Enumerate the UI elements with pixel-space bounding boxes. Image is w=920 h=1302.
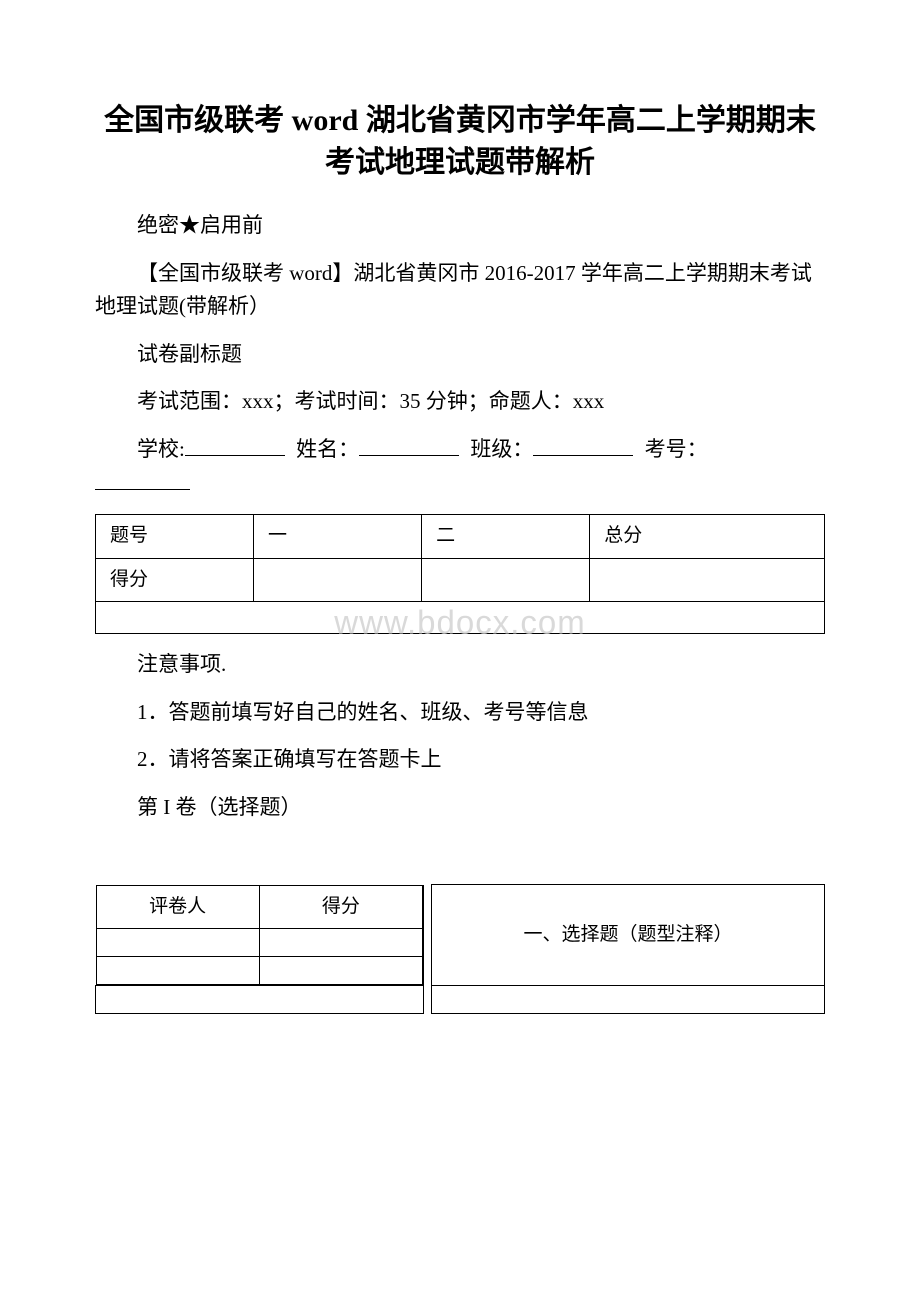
- cell-empty: [96, 957, 259, 985]
- cell-score-label: 得分: [96, 558, 254, 601]
- cell-section-1: 一: [254, 515, 422, 558]
- table-row: www.bdocx.com: [96, 601, 825, 633]
- score-table: 题号 一 二 总分 得分 www.bdocx.com: [95, 514, 825, 634]
- class-blank: [533, 455, 633, 456]
- table-row: 评卷人 得分: [96, 885, 423, 928]
- class-label: 班级：: [470, 437, 533, 461]
- table-row: [96, 929, 423, 957]
- section-left-cell: 评卷人 得分: [96, 885, 424, 986]
- page-title: 全国市级联考 word 湖北省黄冈市学年高二上学期期末考试地理试题带解析: [95, 100, 825, 184]
- cell-empty: [259, 929, 422, 957]
- reviewer-table: 评卷人 得分: [96, 885, 424, 985]
- cell-empty: [432, 986, 825, 1014]
- cell-empty: [254, 558, 422, 601]
- cell-empty: [422, 558, 590, 601]
- notice-item-1: 1．答题前填写好自己的姓名、班级、考号等信息: [95, 696, 825, 730]
- exam-id-blank: [95, 489, 190, 490]
- section-header-table: 评卷人 得分 一、选择题（题型注释）: [95, 884, 825, 1014]
- cell-question-number: 题号: [96, 515, 254, 558]
- cell-empty: [590, 558, 825, 601]
- cell-watermark: www.bdocx.com: [96, 601, 825, 633]
- notice-title: 注意事项.: [95, 648, 825, 682]
- exam-info: 考试范围：xxx；考试时间：35 分钟；命题人：xxx: [95, 385, 825, 419]
- cell-total: 总分: [590, 515, 825, 558]
- cell-empty: [96, 986, 424, 1014]
- table-row: 评卷人 得分 一、选择题（题型注释）: [96, 885, 825, 986]
- section-1-label: 第 I 卷（选择题）: [95, 791, 825, 825]
- table-row: [96, 986, 825, 1014]
- table-row: [96, 957, 423, 985]
- name-label: 姓名：: [296, 437, 359, 461]
- confidential-text: 绝密★启用前: [95, 209, 825, 243]
- cell-section-2: 二: [422, 515, 590, 558]
- student-form: 学校: 姓名： 班级： 考号：: [95, 433, 825, 500]
- cell-empty: [259, 957, 422, 985]
- watermark-text: www.bdocx.com: [334, 597, 585, 650]
- exam-id-label: 考号：: [645, 437, 708, 461]
- cell-empty: [96, 929, 259, 957]
- name-blank: [359, 455, 459, 456]
- school-blank: [185, 455, 285, 456]
- exam-description: 【全国市级联考 word】湖北省黄冈市 2016-2017 学年高二上学期期末考…: [95, 257, 825, 324]
- score-label: 得分: [259, 885, 422, 928]
- school-label: 学校:: [137, 437, 185, 461]
- gap-cell: [424, 885, 432, 986]
- section-title-cell: 一、选择题（题型注释）: [432, 885, 825, 986]
- gap-cell: [424, 986, 432, 1014]
- reviewer-label: 评卷人: [96, 885, 259, 928]
- table-row: 得分: [96, 558, 825, 601]
- subtitle: 试卷副标题: [95, 338, 825, 372]
- table-row: 题号 一 二 总分: [96, 515, 825, 558]
- notice-item-2: 2．请将答案正确填写在答题卡上: [95, 743, 825, 777]
